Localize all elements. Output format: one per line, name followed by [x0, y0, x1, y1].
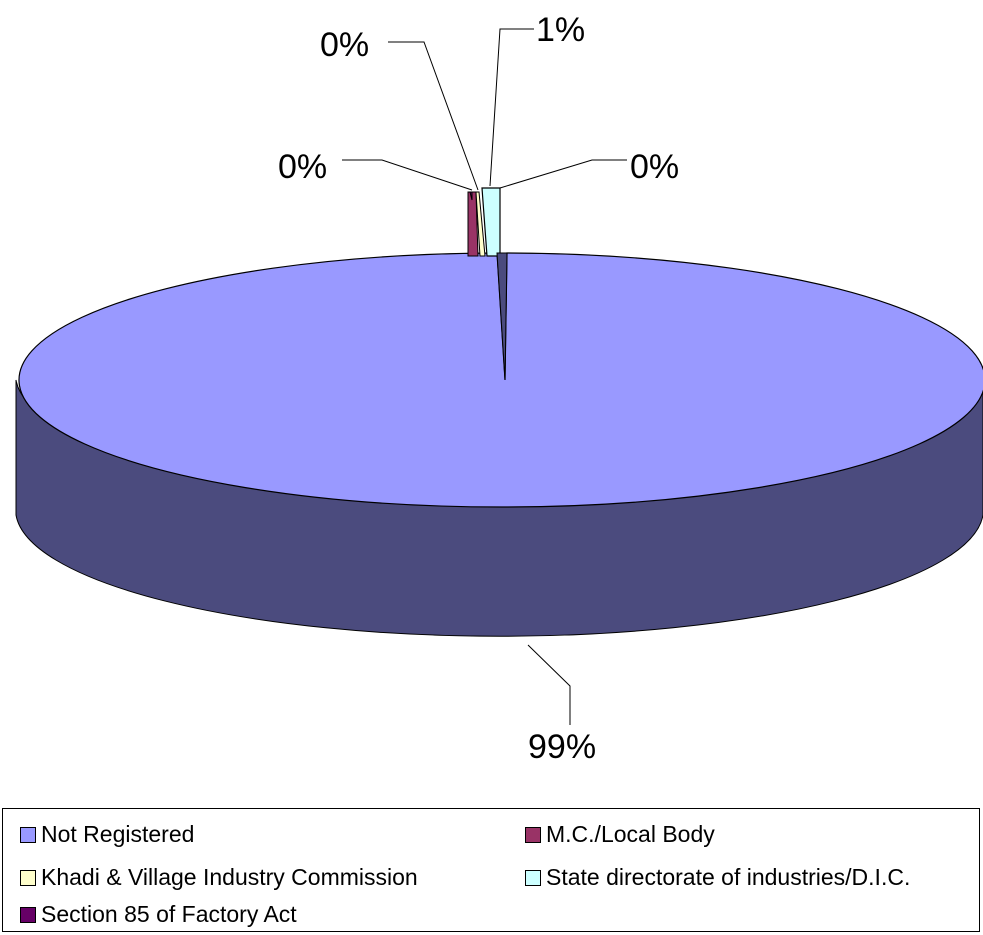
- pie-layer: [15, 187, 983, 637]
- leader-line-99: [527, 644, 571, 725]
- legend-label-khadi: Khadi & Village Industry Commission: [41, 864, 418, 890]
- leader-line-mc: [342, 159, 473, 191]
- legend-label-not-registered: Not Registered: [41, 821, 195, 847]
- legend-label-state-directorate: State directorate of industries/D.I.C.: [546, 864, 911, 890]
- slice-khadi: [475, 191, 486, 257]
- data-label-not-registered: 99%: [528, 728, 596, 766]
- legend-label-mc-local-body: M.C./Local Body: [546, 821, 715, 847]
- legend-item-mc-local-body: M.C./Local Body: [525, 821, 715, 848]
- slice-state-directorate: [481, 187, 501, 257]
- data-label-state-directorate: 1%: [536, 11, 585, 49]
- leader-line-khadi: [388, 41, 479, 191]
- legend-swatch-mc-local-body: [525, 826, 541, 843]
- legend-swatch-not-registered: [20, 826, 36, 843]
- legend-item-not-registered: Not Registered: [20, 821, 194, 848]
- slice-edge: [496, 252, 508, 381]
- legend-swatch-section-85: [20, 906, 36, 923]
- leader-line-state: [489, 28, 534, 187]
- leader-lines: [342, 28, 627, 725]
- legend-item-section-85: Section 85 of Factory Act: [20, 901, 297, 928]
- leader-line-section85: [499, 159, 627, 189]
- chart-legend: Not Registered M.C./Local Body Khadi & V…: [2, 808, 980, 932]
- slice-section-85: [469, 191, 473, 201]
- data-label-mc-local-body: 0%: [278, 148, 327, 186]
- legend-swatch-state-directorate: [525, 869, 541, 886]
- slice-not-registered: [18, 252, 983, 508]
- legend-item-state-directorate: State directorate of industries/D.I.C.: [525, 864, 910, 891]
- data-label-section-85: 0%: [630, 148, 679, 186]
- legend-swatch-khadi: [20, 869, 36, 886]
- data-label-khadi: 0%: [320, 26, 369, 64]
- legend-item-khadi: Khadi & Village Industry Commission: [20, 864, 418, 891]
- legend-label-section-85: Section 85 of Factory Act: [41, 901, 297, 927]
- pie-chart: 99% 0% 0% 1% 0%: [15, 11, 983, 766]
